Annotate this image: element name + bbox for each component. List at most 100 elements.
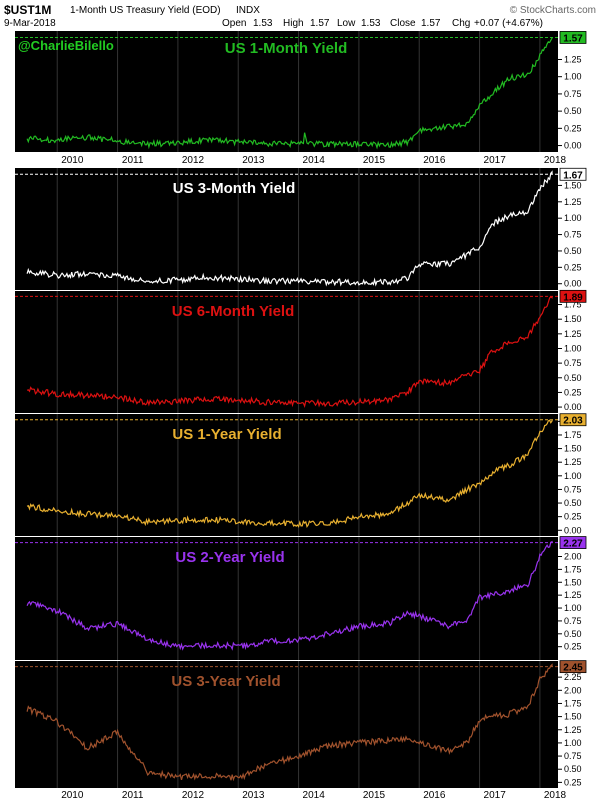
last-value-badge	[559, 413, 587, 427]
y-tick-label: 2.25	[564, 672, 582, 682]
x-tick-label: 2010	[61, 790, 84, 800]
y-tick-label: 1.50	[564, 180, 582, 190]
y-axis-area	[558, 291, 600, 413]
high-value: 1.57	[310, 18, 330, 29]
last-value-badge	[559, 167, 587, 181]
y-tick-label: 1.25	[564, 54, 582, 64]
y-tick-label: 0.50	[564, 764, 582, 774]
last-value-badge	[559, 536, 587, 549]
series-line	[26, 419, 553, 529]
panel-title: US 1-Year Yield	[172, 426, 281, 443]
watermark: @CharlieBilello	[18, 38, 114, 53]
panel-1: 0.00 0.25 0.50 0.75 1.00 1.25 US 1-Month Yield…	[15, 31, 600, 152]
y-tick-label: 0.75	[564, 484, 582, 494]
y-tick-label: 0.25	[564, 387, 582, 397]
y-tick-label: 1.25	[564, 329, 582, 339]
y-tick-label: 1.50	[564, 577, 582, 587]
y-tick-label: 1.00	[564, 213, 582, 223]
panel-title: US 3-Month Yield	[173, 180, 296, 197]
y-tick-label: 0.25	[564, 642, 582, 652]
y-tick-label: 1.75	[564, 430, 582, 440]
y-tick-label: 0.25	[564, 123, 582, 133]
panel-title: US 1-Month Yield	[225, 40, 348, 57]
low-label: Low	[337, 18, 356, 29]
last-value-label: 1.89	[563, 292, 583, 303]
y-axis-area	[558, 168, 600, 290]
y-tick-label: 0.25	[564, 512, 582, 522]
panel-title: US 3-Year Yield	[171, 673, 280, 690]
source: © StockCharts.com	[510, 5, 596, 16]
x-axis-top: 2010 2011 2012 2013 2014 2015 2016 2017 2018	[61, 155, 566, 166]
y-tick-label: 0.00	[564, 402, 582, 412]
panel-6: 0.25 0.50 0.75 1.00 1.25 1.50 1.75 2.00 2.25 US 3…	[15, 660, 600, 788]
series-line	[26, 170, 553, 287]
x-tick-label: 2014	[303, 790, 326, 800]
x-tick-label: 2010	[61, 155, 84, 166]
low-value: 1.53	[361, 18, 381, 29]
series-line	[26, 540, 553, 651]
x-tick-label: 2016	[423, 790, 446, 800]
last-value-badge	[559, 31, 587, 44]
last-value-label: 1.67	[563, 170, 583, 181]
y-tick-label: 1.00	[564, 738, 582, 748]
y-tick-label: 1.00	[564, 471, 582, 481]
y-tick-label: 0.25	[564, 262, 582, 272]
series-line	[26, 663, 553, 782]
y-tick-label: 0.00	[564, 141, 582, 151]
y-tick-label: 1.75	[564, 698, 582, 708]
y-tick-label: 2.00	[564, 551, 582, 561]
x-tick-label: 2016	[423, 155, 446, 166]
x-tick-label: 2011	[122, 790, 144, 800]
y-tick-label: 1.00	[564, 343, 582, 353]
y-tick-label: 0.75	[564, 230, 582, 240]
ohlc-readout: Open 1.53 High 1.57 Low 1.53 Close 1.57 …	[222, 18, 543, 29]
description: 1-Month US Treasury Yield (EOD)	[70, 5, 221, 16]
chg-value: +0.07 (+4.67%)	[474, 18, 543, 29]
y-tick-label: 1.75	[564, 300, 582, 310]
y-tick-label: 0.75	[564, 616, 582, 626]
x-tick-label: 2011	[122, 155, 144, 166]
y-tick-label: 0.50	[564, 106, 582, 116]
y-tick-label: 0.50	[564, 246, 582, 256]
chg-label: Chg	[452, 18, 470, 29]
panel-title: US 6-Month Yield	[172, 303, 295, 320]
last-value-badge	[559, 660, 587, 674]
open-value: 1.53	[253, 18, 273, 29]
x-axis-bottom: 2010 2011 2012 2013 2014 2015 2016 2017 2018	[61, 790, 566, 800]
plot-area	[15, 414, 558, 536]
y-tick-label: 0.50	[564, 629, 582, 639]
chart-panels: 0.00 0.25 0.50 0.75 1.00 1.25 US 1-Month Yield…	[15, 31, 600, 788]
exchange: INDX	[236, 5, 260, 16]
panel-2: 0.00 0.25 0.50 0.75 1.00 1.25 1.50 US 3-Month Y…	[15, 167, 600, 290]
high-label: High	[283, 18, 304, 29]
last-value-label: 2.45	[563, 663, 583, 674]
x-tick-label: 2014	[303, 155, 326, 166]
y-tick-label: 1.25	[564, 457, 582, 467]
plot-area	[15, 168, 558, 290]
y-tick-label: 2.00	[564, 685, 582, 695]
x-tick-label: 2012	[182, 790, 205, 800]
last-value-label: 2.27	[563, 539, 583, 550]
series-line	[26, 296, 553, 408]
y-tick-label: 1.50	[564, 314, 582, 324]
y-tick-label: 0.00	[564, 279, 582, 289]
open-label: Open	[222, 18, 246, 29]
y-tick-label: 0.75	[564, 89, 582, 99]
x-tick-label: 2018	[544, 155, 567, 166]
y-tick-label: 1.25	[564, 197, 582, 207]
y-tick-label: 1.25	[564, 590, 582, 600]
plot-area	[15, 31, 558, 152]
y-tick-label: 0.25	[564, 777, 582, 787]
y-axis-area	[558, 31, 600, 152]
x-tick-label: 2013	[242, 790, 265, 800]
x-tick-label: 2015	[363, 790, 386, 800]
panel-title: US 2-Year Yield	[175, 549, 284, 566]
y-tick-label: 0.50	[564, 498, 582, 508]
y-tick-label: 1.50	[564, 712, 582, 722]
panel-3: 0.00 0.25 0.50 0.75 1.00 1.25 1.50 1.75 US 6-Mon…	[15, 289, 600, 413]
series-line	[26, 37, 553, 150]
plot-area	[15, 291, 558, 413]
y-tick-label: 0.50	[564, 373, 582, 383]
y-tick-label: 1.25	[564, 725, 582, 735]
